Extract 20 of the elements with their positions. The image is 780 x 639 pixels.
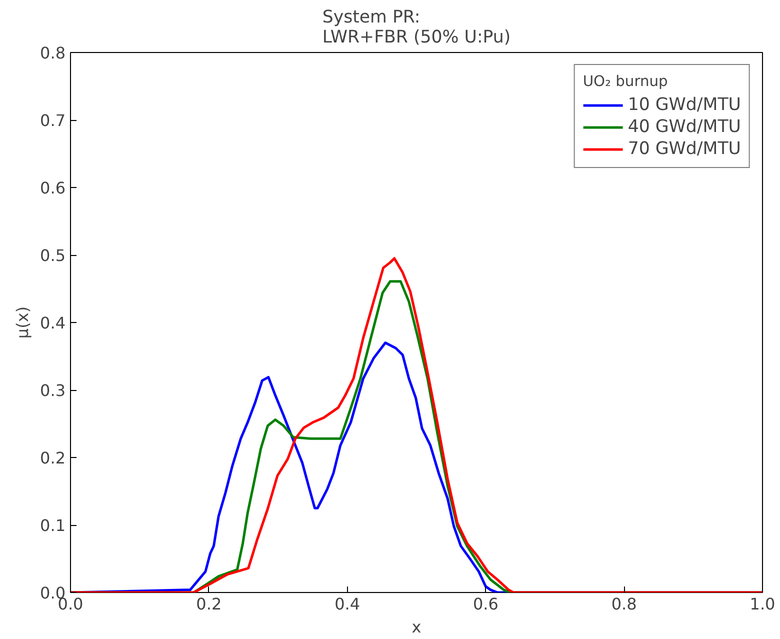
x-tick-label: 0.6 <box>472 594 498 614</box>
x-tick-label: 0.8 <box>611 594 637 614</box>
legend-label: 70 GWd/MTU <box>628 139 741 159</box>
legend-title: UO₂ burnup <box>582 73 669 90</box>
y-tick-label: 0.2 <box>40 448 66 468</box>
y-tick-label: 0.1 <box>40 516 66 535</box>
y-axis-title: μ(x) <box>13 306 32 339</box>
y-tick-label: 0.6 <box>40 178 66 198</box>
y-tick-label: 0.7 <box>40 111 66 130</box>
y-tick-label: 0.8 <box>40 44 66 62</box>
legend-label: 40 GWd/MTU <box>628 117 741 137</box>
x-axis-title: x <box>412 618 422 636</box>
x-tick-label: 0.4 <box>334 594 360 614</box>
legend-label: 10 GWd/MTU <box>628 95 741 115</box>
chart-title: System PR: LWR+FBR (50% U:Pu) <box>322 8 511 48</box>
y-tick-label: 0.3 <box>40 381 66 400</box>
y-tick-label: 0.4 <box>40 314 66 332</box>
x-tick-label: 1.0 <box>750 594 776 614</box>
x-tick-label: 0.2 <box>196 594 222 614</box>
y-tick-label: 0.5 <box>40 246 66 265</box>
